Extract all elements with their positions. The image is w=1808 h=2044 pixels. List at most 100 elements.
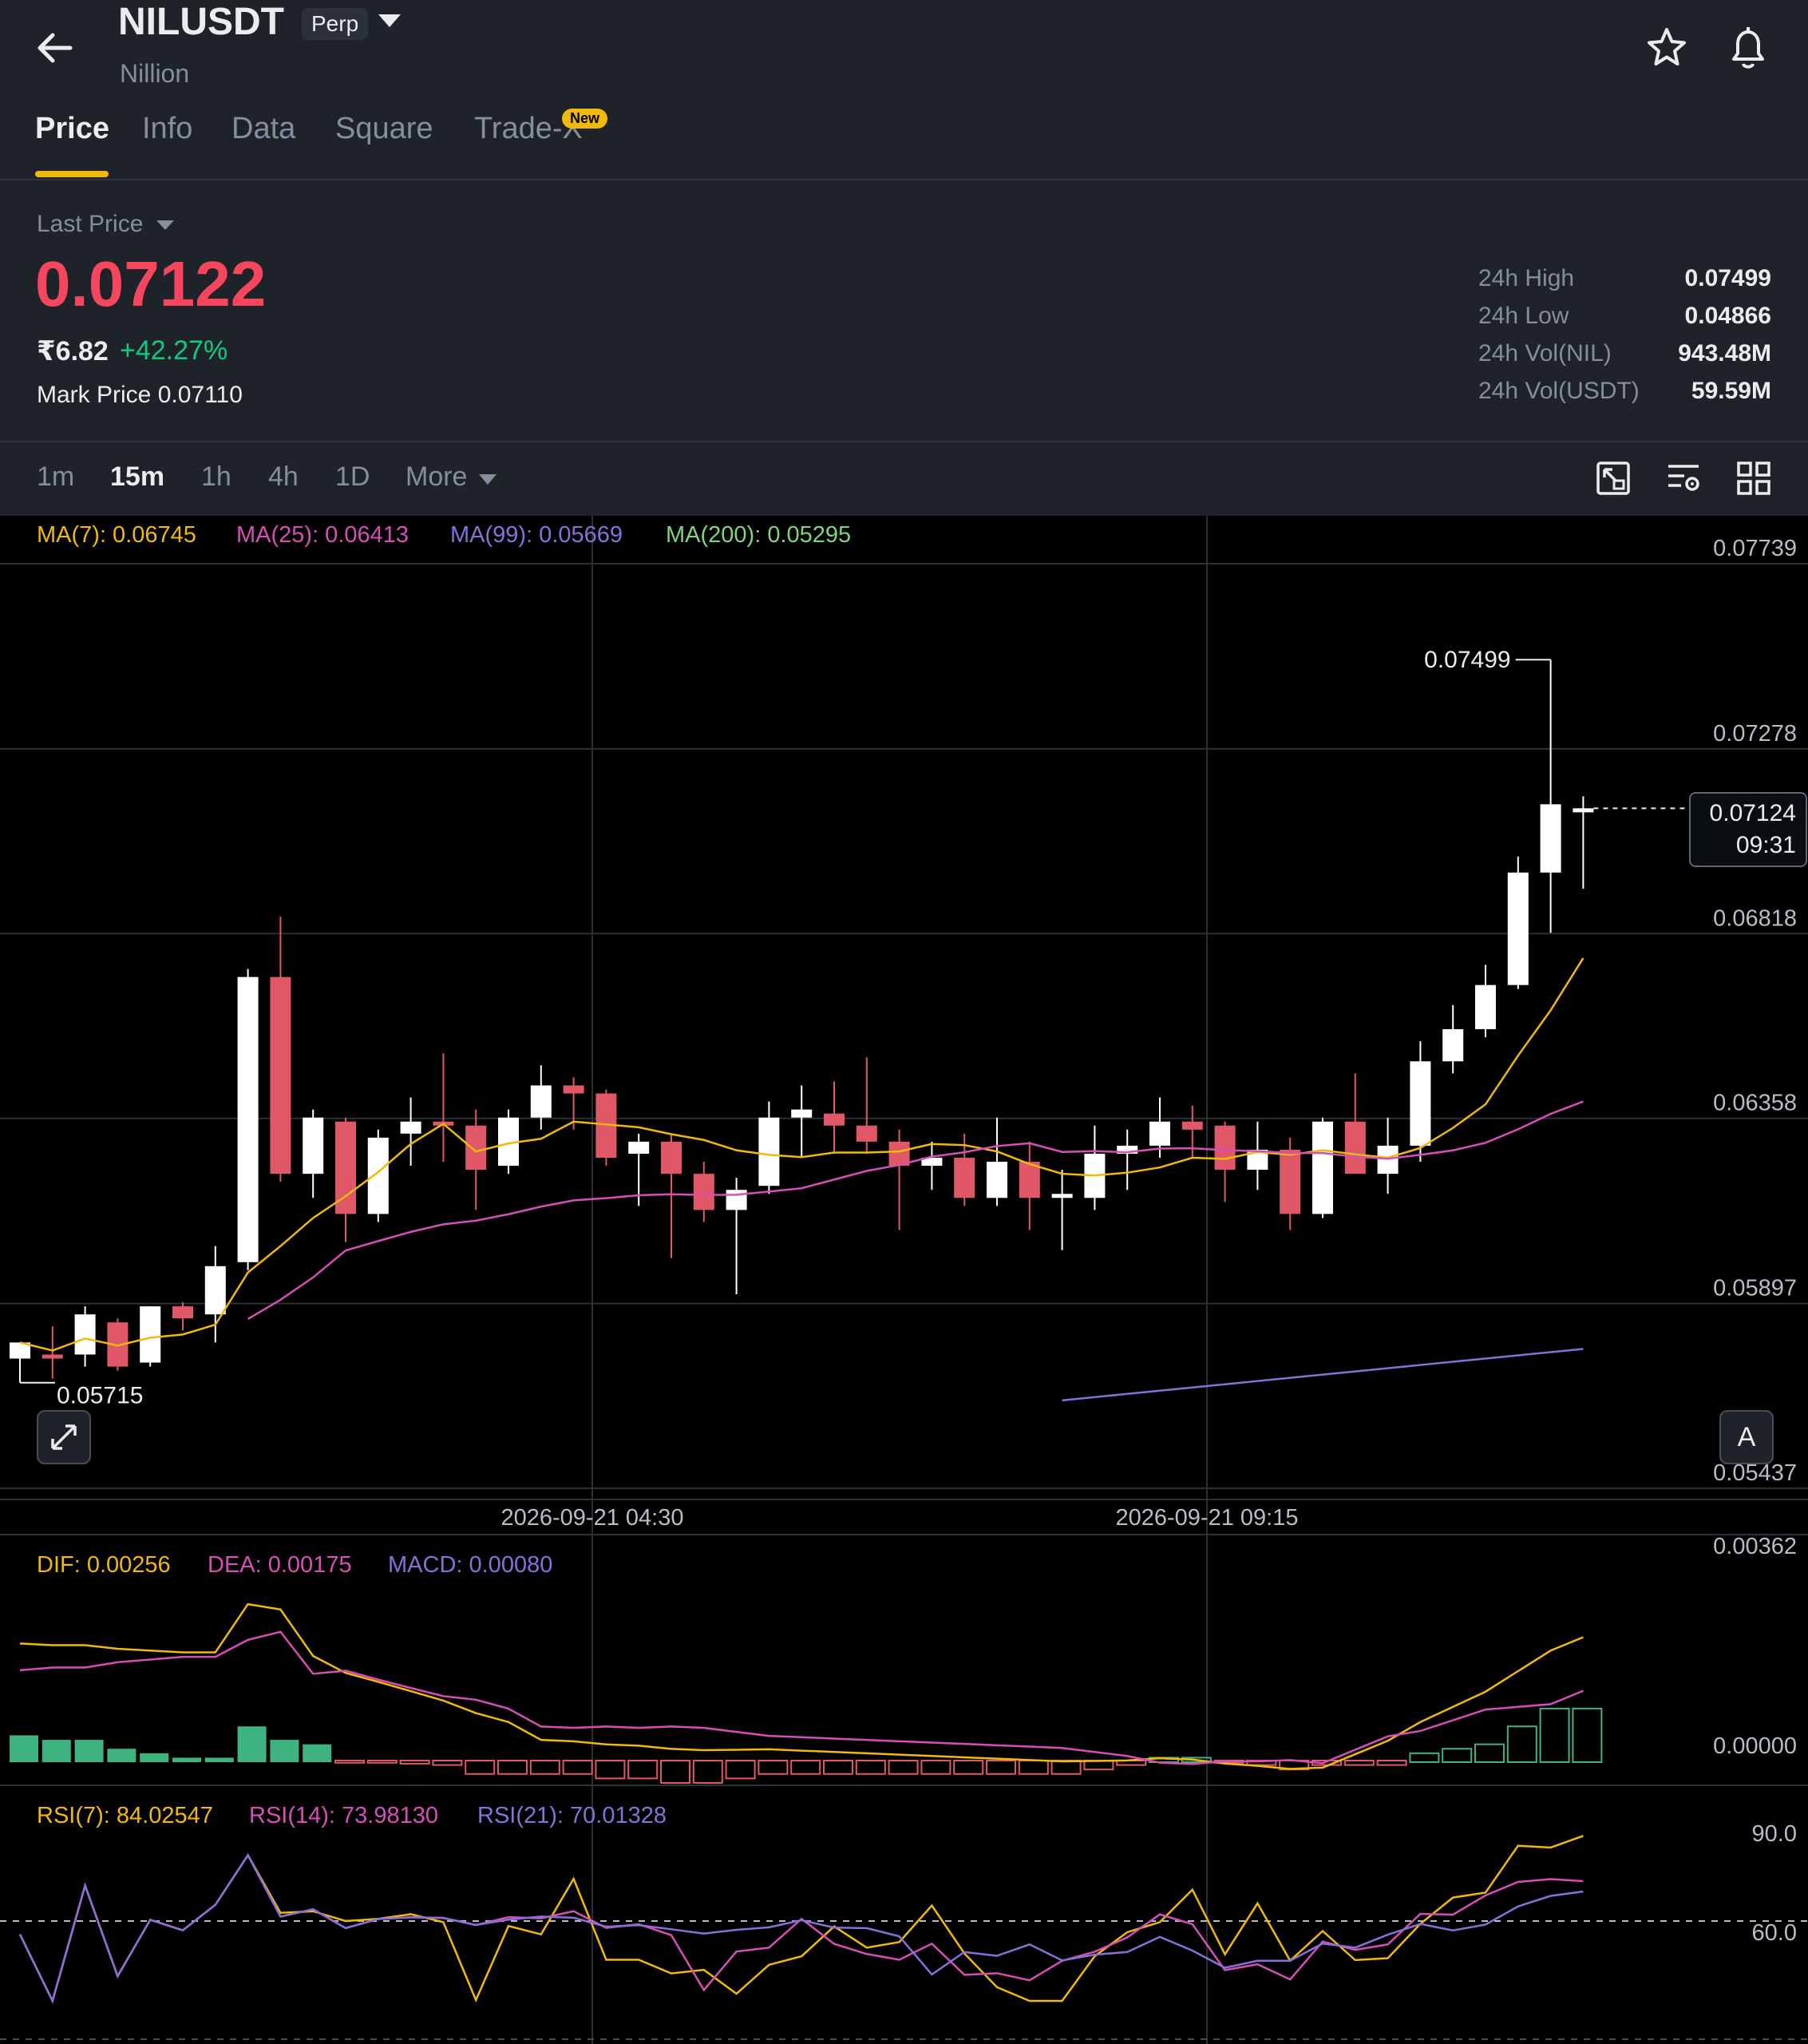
macd-bar bbox=[74, 1740, 104, 1762]
candle-body bbox=[987, 1162, 1007, 1198]
candle-body bbox=[1475, 984, 1496, 1030]
macd-bar bbox=[855, 1760, 886, 1775]
auto-scale-button[interactable]: A bbox=[1719, 1410, 1774, 1464]
candle-body bbox=[140, 1306, 161, 1363]
symbol-name: Nillion bbox=[120, 59, 190, 88]
macd-bar bbox=[1409, 1752, 1440, 1763]
candle-body bbox=[1410, 1061, 1431, 1146]
candle-body bbox=[1540, 804, 1561, 873]
candle-body bbox=[888, 1141, 910, 1167]
macd-bar bbox=[595, 1760, 626, 1780]
active-tab-indicator bbox=[35, 171, 109, 177]
candle-body bbox=[726, 1190, 747, 1210]
candle-body bbox=[1214, 1125, 1236, 1171]
candle-body bbox=[1377, 1145, 1399, 1175]
symbol-dropdown-icon[interactable] bbox=[378, 14, 401, 27]
price-axis-label: 0.05897 bbox=[1713, 1276, 1797, 1301]
macd-bar bbox=[1018, 1760, 1049, 1775]
expand-chart-button[interactable] bbox=[37, 1410, 91, 1464]
interval-bar: 1m 15m 1h 4h 1D More bbox=[0, 447, 1808, 516]
fullscreen-chart-icon[interactable] bbox=[1595, 460, 1632, 497]
last-price-label[interactable]: Last Price bbox=[37, 211, 144, 237]
candle-body bbox=[693, 1174, 714, 1210]
macd-bar bbox=[497, 1760, 528, 1775]
price-axis-label: 0.06358 bbox=[1713, 1091, 1797, 1116]
candle-body bbox=[42, 1354, 63, 1359]
rsi14-legend: RSI(14): 73.98130 bbox=[249, 1803, 438, 1828]
candle-body bbox=[824, 1113, 845, 1126]
macd-bar bbox=[303, 1744, 332, 1762]
macd-bar bbox=[366, 1760, 398, 1764]
price-chart[interactable]: 0.07739 0.07278 0.06818 0.06358 0.05897 0.054… bbox=[0, 516, 1808, 2044]
rsi7-line bbox=[18, 1835, 1584, 2004]
macd-bar bbox=[790, 1760, 821, 1775]
candle-body bbox=[335, 1121, 356, 1214]
candle-body bbox=[1507, 872, 1529, 985]
symbol-title[interactable]: NILUSDT bbox=[118, 1, 284, 43]
stat-label: 24h Vol(NIL) bbox=[1478, 340, 1612, 366]
macd-bar bbox=[10, 1735, 38, 1762]
tab-square[interactable]: Square bbox=[335, 112, 433, 145]
macd-bar bbox=[432, 1760, 463, 1766]
candle-body bbox=[400, 1121, 421, 1134]
candle-body bbox=[1019, 1162, 1040, 1198]
tab-data[interactable]: Data bbox=[231, 112, 296, 145]
candle-body bbox=[237, 976, 259, 1262]
contract-type-badge: Perp bbox=[302, 8, 369, 40]
ma7-line bbox=[19, 957, 1584, 1352]
chevron-down-icon[interactable] bbox=[156, 220, 174, 230]
current-price-tag: 0.07124 09:31 bbox=[1689, 792, 1807, 867]
rsi14-line bbox=[18, 1853, 1584, 2004]
macd-bar bbox=[1442, 1748, 1473, 1764]
candle-body bbox=[303, 1117, 324, 1175]
candlesticks bbox=[10, 660, 1594, 1383]
macd-bar bbox=[1343, 1760, 1375, 1766]
change-percent: +42.27% bbox=[120, 335, 228, 366]
divider bbox=[0, 441, 1808, 442]
interval-4h[interactable]: 4h bbox=[268, 461, 299, 492]
candle-body bbox=[1312, 1121, 1333, 1214]
candle-countdown: 09:31 bbox=[1735, 832, 1796, 858]
candle-body bbox=[1051, 1194, 1073, 1198]
interval-1h[interactable]: 1h bbox=[201, 461, 231, 492]
macd-bar bbox=[823, 1760, 853, 1775]
macd-bar bbox=[920, 1760, 951, 1775]
divider bbox=[0, 179, 1808, 180]
candle-body bbox=[74, 1314, 96, 1355]
price-axis-label: 0.07278 bbox=[1713, 721, 1797, 747]
candle-body bbox=[856, 1125, 877, 1142]
ma25-line bbox=[247, 1100, 1584, 1321]
candle-body bbox=[1344, 1121, 1366, 1175]
macd-bar bbox=[465, 1760, 496, 1775]
ma99-legend: MA(99): 0.05669 bbox=[450, 522, 623, 548]
rsi21-legend: RSI(21): 70.01328 bbox=[477, 1803, 667, 1828]
macd-bar bbox=[758, 1760, 789, 1775]
interval-1m[interactable]: 1m bbox=[37, 461, 75, 492]
layout-grid-icon[interactable] bbox=[1735, 460, 1772, 497]
macd-bar bbox=[725, 1760, 756, 1780]
candle-body bbox=[954, 1157, 975, 1198]
price-axis-label: 0.06818 bbox=[1713, 905, 1797, 931]
moving-averages bbox=[19, 957, 1584, 1402]
indicator-settings-icon[interactable] bbox=[1665, 460, 1702, 497]
interval-1d[interactable]: 1D bbox=[335, 461, 370, 492]
candle-body bbox=[367, 1137, 389, 1214]
interval-more[interactable]: More bbox=[406, 461, 468, 492]
macd-bar bbox=[204, 1757, 234, 1762]
macd-bar bbox=[334, 1760, 365, 1764]
candle-body bbox=[270, 976, 291, 1175]
expand-icon bbox=[51, 1424, 77, 1450]
interval-15m[interactable]: 15m bbox=[110, 461, 165, 492]
macd-bar bbox=[562, 1760, 593, 1775]
candle-body bbox=[563, 1085, 584, 1094]
tab-price[interactable]: Price bbox=[35, 112, 109, 145]
candle-body bbox=[1573, 808, 1594, 813]
tab-info[interactable]: Info bbox=[142, 112, 193, 145]
bell-icon[interactable] bbox=[1726, 24, 1770, 72]
rsi-panel bbox=[0, 1835, 1808, 2040]
star-icon[interactable] bbox=[1644, 26, 1689, 70]
chevron-down-icon[interactable] bbox=[479, 474, 497, 485]
arrow-left-icon[interactable] bbox=[34, 24, 81, 72]
ma200-legend: MA(200): 0.05295 bbox=[666, 522, 852, 548]
macd-legend: MACD: 0.00080 bbox=[388, 1552, 553, 1578]
